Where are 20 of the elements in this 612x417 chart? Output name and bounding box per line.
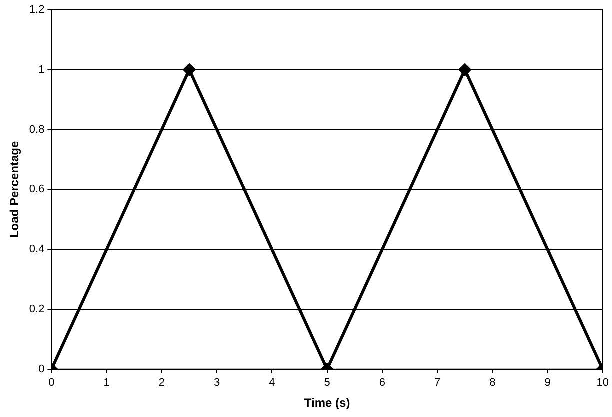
x-tick-label: 0: [48, 377, 55, 390]
y-tick-label: 1.2: [29, 4, 45, 16]
y-axis-title: Load Percentage: [8, 141, 22, 238]
x-tick-label: 10: [596, 377, 610, 390]
y-tick-label: 0.8: [29, 124, 45, 136]
y-tick-label: 1: [38, 64, 45, 76]
x-tick-label: 5: [324, 377, 330, 390]
x-tick-label: 3: [214, 377, 220, 390]
x-tick-label: 7: [434, 377, 441, 390]
x-axis-title: Time (s): [304, 396, 350, 410]
y-tick-label: 0: [38, 363, 45, 376]
y-tick-label: 0.6: [29, 184, 45, 196]
x-tick-label: 8: [490, 377, 496, 390]
x-tick-label: 6: [379, 377, 386, 390]
y-tick-label: 0.4: [29, 244, 45, 256]
x-tick-label: 1: [104, 377, 110, 390]
x-tick-label: 4: [269, 377, 276, 390]
x-tick-label: 9: [544, 377, 551, 390]
x-tick-label: 2: [158, 377, 165, 390]
y-tick-label: 0.2: [29, 304, 45, 316]
